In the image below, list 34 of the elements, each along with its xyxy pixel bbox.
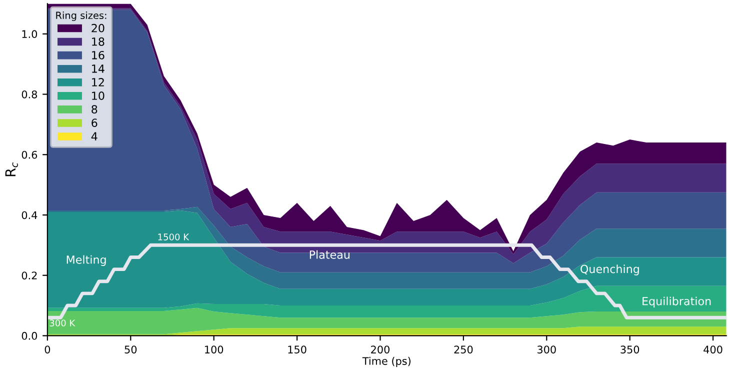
annotation: Quenching	[580, 264, 639, 276]
x-tick-label: 50	[124, 346, 137, 354]
x-tick-label: 0	[44, 346, 50, 354]
legend-label: 20	[92, 24, 104, 32]
legend-label: 16	[92, 50, 104, 60]
x-tick-label: 250	[454, 346, 473, 354]
annotation: Plateau	[310, 250, 350, 259]
legend-label: 10	[92, 92, 104, 100]
legend-title: Ring sizes:	[56, 12, 106, 21]
annotation: 1500 K	[158, 234, 190, 240]
x-tick-label: 100	[205, 346, 224, 354]
y-tick-label: 0.8	[22, 90, 38, 98]
legend-label: 14	[92, 64, 104, 73]
y-tick-label: 1.0	[22, 30, 38, 38]
y-tick-label: 0.6	[22, 150, 38, 159]
annotation: Equilibration	[642, 296, 711, 308]
annotation: 300 K	[50, 320, 76, 326]
y-tick-label: 0.2	[22, 272, 37, 280]
legend-label: 4	[91, 132, 98, 140]
y-axis-title: R$_{c}$	[5, 162, 18, 176]
x-axis-title: Time (ps)	[362, 356, 410, 367]
x-tick-label: 300	[537, 346, 556, 354]
x-tick-label: 400	[704, 346, 722, 354]
y-tick-label: 0.0	[22, 332, 38, 340]
legend-label: 18	[92, 37, 104, 46]
legend-label: 6	[92, 118, 98, 128]
legend-label: 12	[92, 78, 104, 86]
annotation: Melting	[66, 255, 106, 266]
x-tick-label: 150	[288, 346, 306, 354]
line-series	[47, 243, 726, 320]
legend-label: 8	[92, 105, 98, 114]
x-tick-label: 350	[620, 346, 640, 354]
y-tick-label: 0.4	[22, 211, 38, 220]
x-tick-label: 200	[371, 346, 390, 354]
